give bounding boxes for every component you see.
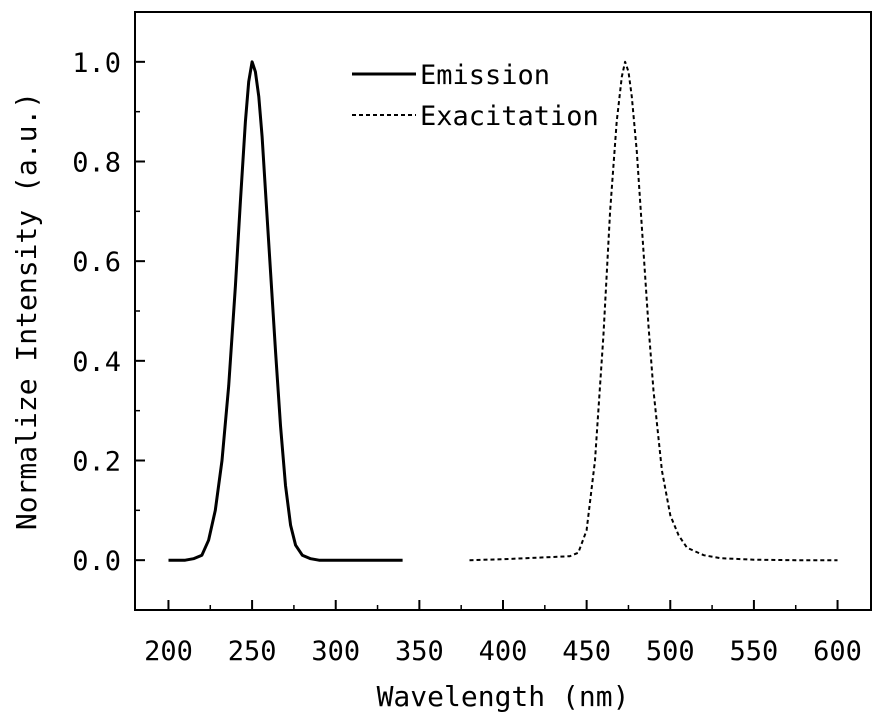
y-axis-ticks: 0.0 0.2 0.4 0.6 0.8 1.0 <box>72 11 145 611</box>
x-tick-label: 250 <box>228 636 277 667</box>
x-tick-label: 400 <box>479 636 528 667</box>
y-tick-label: 0.6 <box>72 247 121 278</box>
y-tick-label: 0.2 <box>72 447 121 478</box>
x-tick-label: 550 <box>730 636 779 667</box>
y-tick-label: 0.8 <box>72 148 121 179</box>
legend-emission-label: Emission <box>420 60 550 91</box>
y-tick-label: 0.4 <box>72 347 121 378</box>
x-tick-label: 300 <box>311 636 360 667</box>
x-tick-label: 500 <box>646 636 695 667</box>
x-axis-title: Wavelength (nm) <box>377 680 630 713</box>
series-line-exacitation <box>469 60 838 562</box>
x-tick-label: 350 <box>395 636 444 667</box>
legend: Emission Exacitation <box>352 60 599 132</box>
series-line-emission <box>168 60 403 562</box>
x-tick-label: 450 <box>562 636 611 667</box>
x-axis-ticks: 200 250 300 350 400 450 500 550 600 <box>144 600 862 667</box>
y-tick-label: 1.0 <box>72 48 121 79</box>
x-tick-label: 200 <box>144 636 193 667</box>
x-tick-label: 600 <box>813 636 862 667</box>
y-tick-label: 0.0 <box>72 546 121 577</box>
legend-exacitation-label: Exacitation <box>420 101 599 132</box>
series-layer <box>168 60 838 562</box>
y-axis-title: Normalize Intensity (a.u.) <box>10 92 43 530</box>
